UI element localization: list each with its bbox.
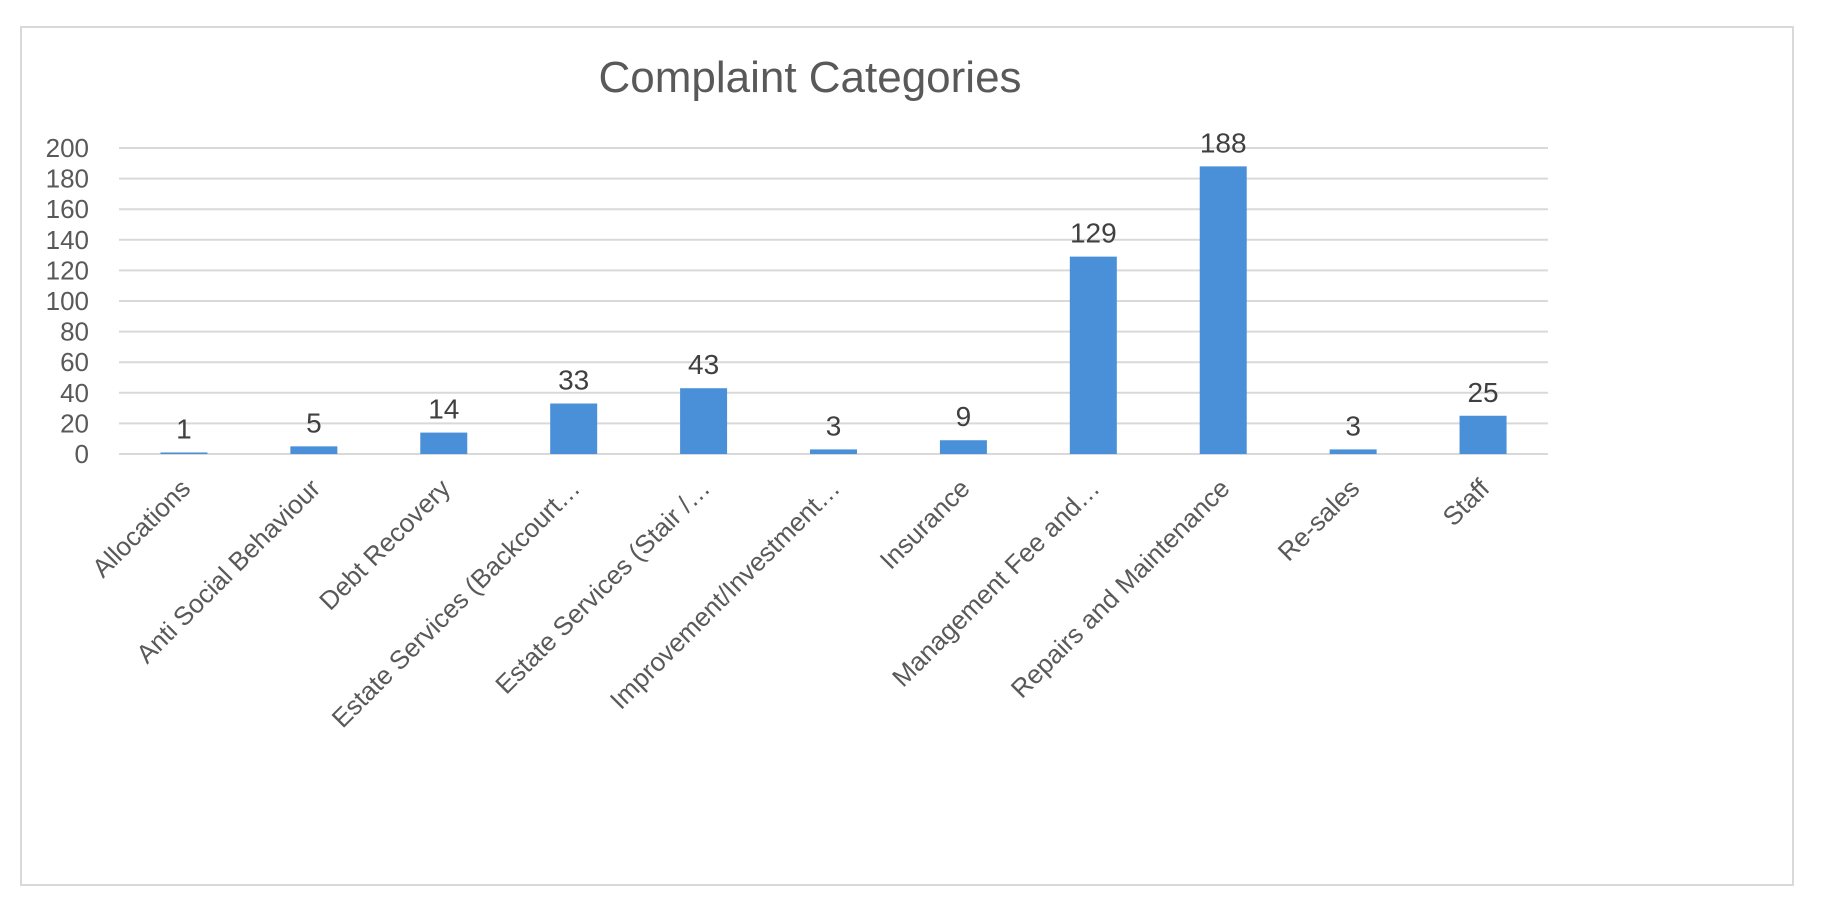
y-tick-label: 160 xyxy=(46,194,89,224)
bar xyxy=(1459,415,1507,454)
category-label: Insurance xyxy=(874,473,976,575)
category-label: Estate Services (Backcourt… xyxy=(326,473,586,733)
bar xyxy=(939,440,987,454)
data-label: 1 xyxy=(176,413,192,444)
bar xyxy=(680,388,728,454)
data-label: 33 xyxy=(558,365,589,396)
y-tick-label: 140 xyxy=(46,225,89,255)
y-tick-label: 180 xyxy=(46,164,89,194)
y-tick-label: 120 xyxy=(46,255,89,285)
bars xyxy=(160,166,1507,455)
bar xyxy=(810,449,857,454)
category-label: Repairs and Maintenance xyxy=(1005,473,1236,704)
y-tick-label: 60 xyxy=(60,347,89,377)
bar xyxy=(1329,449,1377,454)
y-tick-label: 20 xyxy=(60,408,89,438)
data-label: 25 xyxy=(1467,377,1498,408)
category-label: Management Fee and… xyxy=(886,473,1105,692)
bar xyxy=(550,403,598,454)
data-label: 43 xyxy=(688,349,719,380)
bar xyxy=(1069,256,1117,454)
data-label: 14 xyxy=(428,394,459,425)
bar xyxy=(290,446,338,454)
category-label: Allocations xyxy=(86,473,196,583)
y-tick-label: 200 xyxy=(46,133,89,163)
y-tick-label: 80 xyxy=(60,317,89,347)
y-tick-label: 40 xyxy=(60,378,89,408)
gridlines xyxy=(119,147,1548,455)
category-label: Estate Services (Stair /… xyxy=(489,473,716,700)
category-label: Staff xyxy=(1437,472,1496,531)
category-label: Improvement/Investment… xyxy=(604,473,846,715)
chart-frame: Complaint Categories 0 20 40 60 80 100 120 140 1… xyxy=(20,26,1794,886)
y-tick-label: 100 xyxy=(46,286,89,316)
category-label: Debt Recovery xyxy=(313,473,456,616)
data-label: 129 xyxy=(1070,218,1117,249)
data-label: 9 xyxy=(956,401,972,432)
bar xyxy=(420,432,468,454)
data-label: 3 xyxy=(826,410,842,441)
bar-chart: Complaint Categories 0204060801001201401… xyxy=(46,53,1548,733)
y-tick-label: 0 xyxy=(75,439,89,469)
data-label: 3 xyxy=(1345,410,1361,441)
data-label: 5 xyxy=(306,407,322,438)
bar xyxy=(1199,166,1247,455)
category-label: Re-sales xyxy=(1272,473,1366,567)
data-label: 188 xyxy=(1200,127,1247,158)
chart-title: Complaint Categories xyxy=(598,53,1021,102)
bar xyxy=(160,452,208,454)
data-labels: 1 5 14 33 43 3 9 129 188 3 25 xyxy=(176,127,1498,444)
